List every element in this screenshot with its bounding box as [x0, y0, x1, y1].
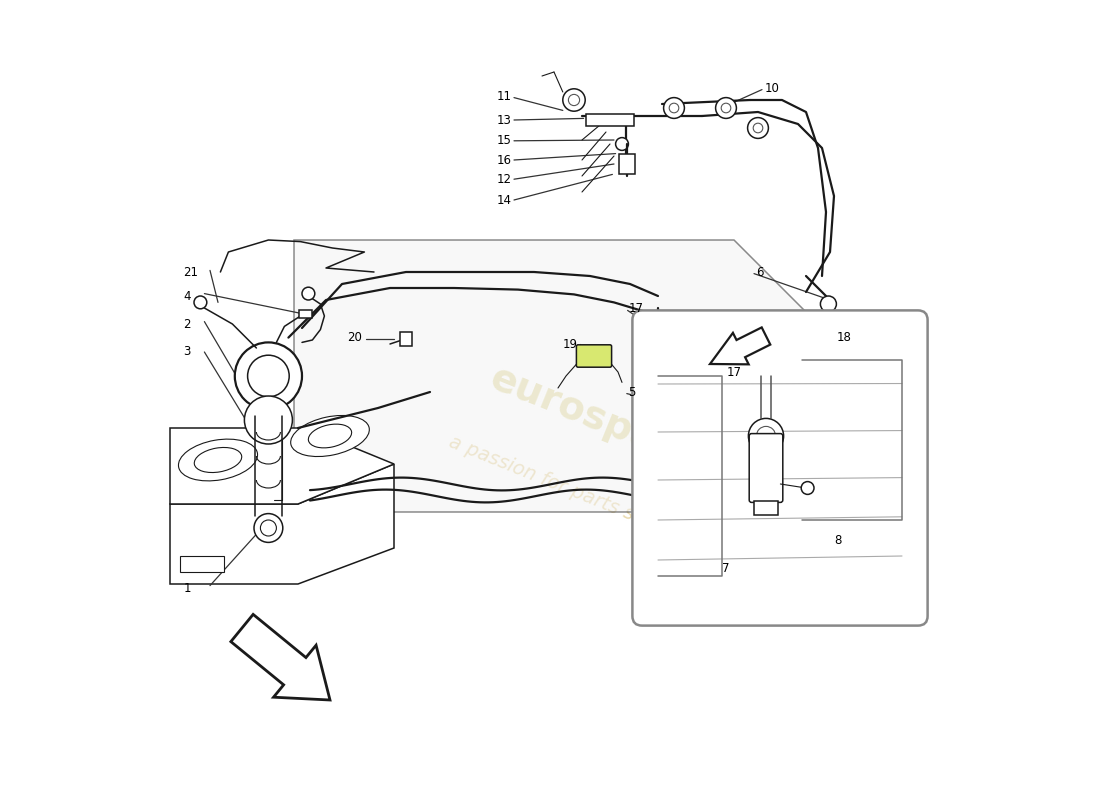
Ellipse shape	[756, 395, 784, 413]
Text: 13: 13	[497, 114, 512, 126]
Text: 5: 5	[628, 386, 636, 398]
Circle shape	[801, 482, 814, 494]
Circle shape	[663, 98, 684, 118]
FancyBboxPatch shape	[632, 310, 927, 626]
Polygon shape	[710, 327, 770, 364]
Circle shape	[244, 396, 293, 444]
Ellipse shape	[290, 415, 370, 457]
Polygon shape	[294, 240, 846, 512]
Text: a passion for parts since 1985: a passion for parts since 1985	[446, 432, 726, 560]
Circle shape	[302, 287, 315, 300]
Text: 1: 1	[184, 582, 191, 594]
Circle shape	[821, 296, 836, 312]
Circle shape	[248, 355, 289, 397]
Text: 8: 8	[834, 534, 842, 546]
Polygon shape	[170, 428, 394, 504]
Text: 18: 18	[836, 331, 851, 344]
Text: 14: 14	[496, 194, 512, 206]
Circle shape	[234, 342, 302, 410]
Ellipse shape	[761, 398, 779, 410]
Bar	[400, 332, 411, 346]
Ellipse shape	[195, 447, 242, 473]
Bar	[586, 114, 634, 126]
FancyBboxPatch shape	[576, 345, 612, 367]
Text: 17: 17	[727, 366, 742, 378]
Circle shape	[748, 118, 769, 138]
Ellipse shape	[308, 424, 352, 448]
Text: 6: 6	[757, 266, 763, 278]
Text: 10: 10	[764, 82, 779, 94]
Bar	[619, 154, 635, 174]
Text: eurospar.es: eurospar.es	[485, 358, 735, 490]
Circle shape	[254, 514, 283, 542]
Circle shape	[616, 138, 628, 150]
Ellipse shape	[649, 334, 667, 346]
Circle shape	[748, 418, 783, 454]
Ellipse shape	[828, 339, 864, 357]
Text: 4: 4	[184, 290, 191, 302]
Circle shape	[722, 103, 730, 113]
Circle shape	[569, 94, 580, 106]
Text: 19: 19	[563, 338, 578, 350]
Text: 17: 17	[628, 302, 643, 314]
Ellipse shape	[644, 331, 672, 349]
Circle shape	[563, 89, 585, 111]
Text: 11: 11	[496, 90, 512, 102]
Text: 12: 12	[496, 173, 512, 186]
Circle shape	[194, 296, 207, 309]
Polygon shape	[231, 614, 330, 700]
Circle shape	[261, 520, 276, 536]
Text: 20: 20	[348, 331, 362, 344]
Circle shape	[716, 98, 736, 118]
Bar	[180, 556, 224, 572]
Polygon shape	[170, 464, 394, 584]
FancyBboxPatch shape	[749, 434, 783, 502]
Circle shape	[669, 103, 679, 113]
Bar	[299, 310, 311, 318]
Circle shape	[757, 426, 776, 446]
Text: 7: 7	[722, 562, 729, 574]
Bar	[754, 501, 778, 515]
Text: 3: 3	[184, 346, 191, 358]
Text: 15: 15	[497, 134, 512, 147]
Text: 16: 16	[496, 154, 512, 166]
Text: 21: 21	[184, 266, 199, 278]
Circle shape	[754, 123, 762, 133]
Ellipse shape	[178, 439, 257, 481]
Text: 2: 2	[184, 318, 191, 330]
